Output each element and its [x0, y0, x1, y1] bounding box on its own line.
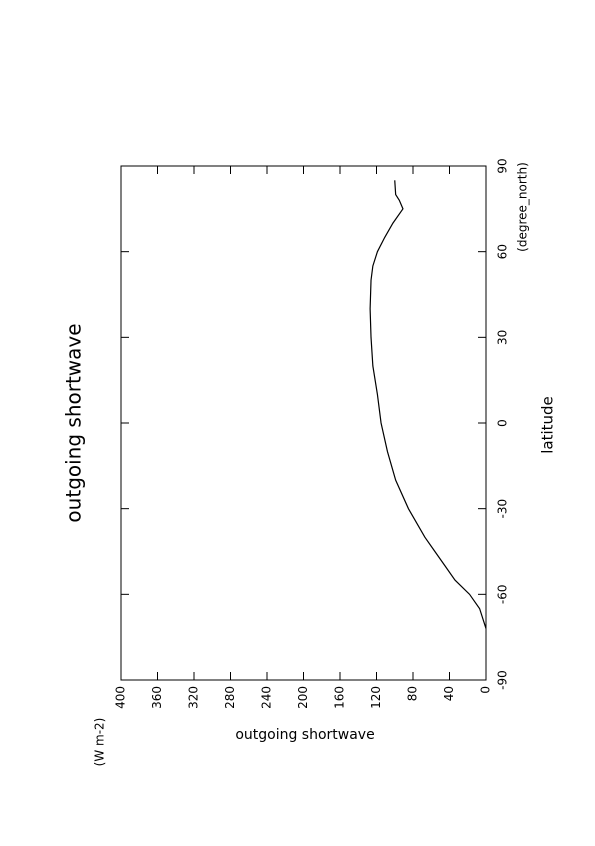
x-tick-label: 0	[496, 419, 510, 427]
y-tick-label: 40	[442, 686, 456, 701]
x-axis-unit: (degree_north)	[516, 162, 530, 252]
x-axis-label: latitude	[539, 396, 557, 454]
x-tick-label: -30	[496, 499, 510, 519]
y-axis-label: outgoing shortwave	[235, 727, 374, 743]
x-tick-label: 60	[496, 244, 510, 259]
y-tick-label: 80	[406, 686, 420, 701]
x-tick-label: 90	[496, 158, 510, 173]
y-tick-label: 120	[369, 686, 383, 709]
x-tick-label: 30	[496, 330, 510, 345]
y-tick-label: 200	[296, 686, 310, 709]
y-tick-label: 400	[114, 686, 128, 709]
y-tick-label: 160	[333, 686, 347, 709]
y-tick-label: 280	[223, 686, 237, 709]
x-tick-label: -60	[496, 585, 510, 605]
rotated-chart: outgoing shortwave latitude (degree_nort…	[62, 158, 557, 766]
y-tick-label: 0	[479, 686, 493, 694]
y-tick-label: 320	[187, 686, 201, 709]
data-line	[369, 180, 487, 629]
y-axis-unit: (W m-2)	[93, 718, 107, 767]
plot-frame	[120, 165, 487, 681]
y-tick-label: 240	[260, 686, 274, 709]
chart-title: outgoing shortwave	[62, 323, 86, 522]
x-tick-label: -90	[496, 670, 510, 690]
y-tick-label: 360	[150, 686, 164, 709]
